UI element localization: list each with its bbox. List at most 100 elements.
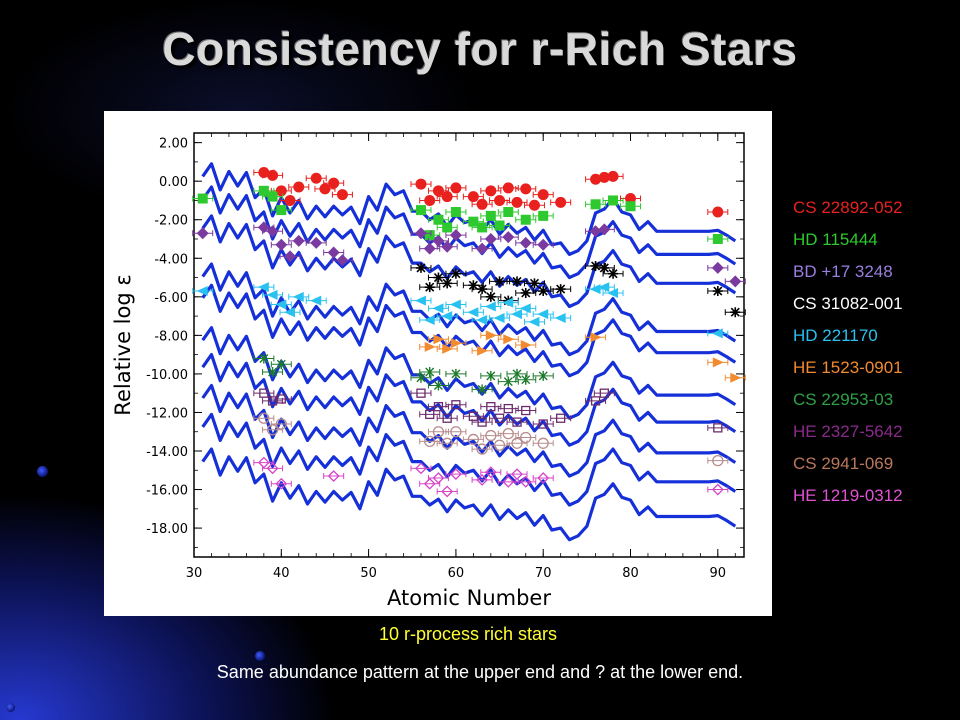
data-point [476,242,489,255]
data-point [485,185,497,197]
data-point [625,201,636,212]
data-point [442,343,454,354]
data-point [275,185,287,197]
data-point [267,169,279,181]
data-point [267,191,278,202]
data-point [485,291,496,302]
data-point [450,338,462,349]
data-point [503,334,515,345]
legend-item: HE 2327-5642 [793,422,903,441]
data-point [441,437,453,449]
data-point [432,426,445,438]
data-point [502,297,514,308]
data-point [477,222,488,233]
data-point [259,353,269,364]
legend-item: HD 221170 [793,326,878,345]
data-point [416,372,426,383]
data-point [520,183,532,195]
data-point [590,332,602,343]
data-point [424,341,436,352]
y-tick-label: -14.00 [146,445,188,460]
x-tick-label: 60 [448,566,465,581]
data-point [415,462,427,475]
data-point [711,483,724,496]
data-point [537,437,549,449]
data-point [537,309,549,320]
data-point [276,205,287,216]
legend-item: CS 22953-03 [793,390,894,409]
tick-labels: 30 40 50 60 70 80 90 2.00 0.00 -2.00 -4.00 -6.00 -8.… [146,137,726,581]
data-point [493,439,506,451]
data-point [432,472,445,484]
data-point [432,234,445,247]
data-point [433,402,444,412]
data-point [450,268,461,279]
y-tick-label: -4.00 [154,252,188,267]
data-point [275,238,288,251]
data-point [590,199,601,210]
scaled-solar-pattern-line [201,214,737,309]
data-point [529,278,540,289]
data-point [266,289,278,300]
data-point [268,366,278,377]
data-point [425,366,435,377]
data-point [589,225,602,238]
chart-panel: 30 40 50 60 70 80 90 2.00 0.00 -2.00 -4.00 -6.00 -8.… [104,111,772,616]
data-point [476,314,488,325]
data-point [598,223,611,236]
caption-note: Same abundance pattern at the upper end … [216,662,744,682]
data-point [257,456,270,469]
data-point [468,216,479,227]
data-point [467,191,479,203]
scaled-solar-pattern-line [201,412,737,507]
decorative-orb [37,466,48,477]
data-point [196,286,208,297]
data-point [607,170,619,182]
data-point [310,295,322,306]
data-point [196,227,209,240]
y-tick-label: -2.00 [154,214,188,229]
decorative-orb [6,703,15,712]
data-point [494,194,506,206]
data-point [590,173,602,185]
data-point [266,424,279,436]
data-point [494,413,505,423]
data-point [555,284,566,295]
data-point [511,468,523,481]
data-point [327,246,340,259]
data-point [503,207,514,218]
data-point [599,262,610,273]
data-point [451,368,461,379]
legend-item: CS 31082-001 [793,294,903,313]
data-point [598,282,610,293]
data-point [449,299,461,310]
x-tick-label: 50 [360,566,377,581]
data-point [258,412,270,424]
data-point [450,182,462,194]
scaled-solar-pattern-line [201,326,737,420]
data-point [441,485,454,498]
data-point [327,470,340,482]
data-point [476,443,488,455]
data-point [284,307,296,318]
data-point [259,388,269,398]
data-point [512,417,522,427]
data-point [711,328,723,339]
data-point [433,380,443,391]
data-point [521,405,531,416]
scaled-solar-pattern-line [201,185,737,280]
legend-item: CS 22892-052 [793,198,903,217]
data-point [310,172,322,184]
data-point [450,426,462,438]
data-point [423,242,436,255]
data-point [520,287,531,298]
data-point [538,286,549,297]
data-point [423,477,436,490]
x-tick-label: 40 [273,566,290,581]
data-point [484,301,496,312]
data-point [424,194,436,206]
data-point [520,340,532,350]
data-point [415,205,426,216]
axis-ticks [193,133,744,557]
data-point [336,254,349,267]
